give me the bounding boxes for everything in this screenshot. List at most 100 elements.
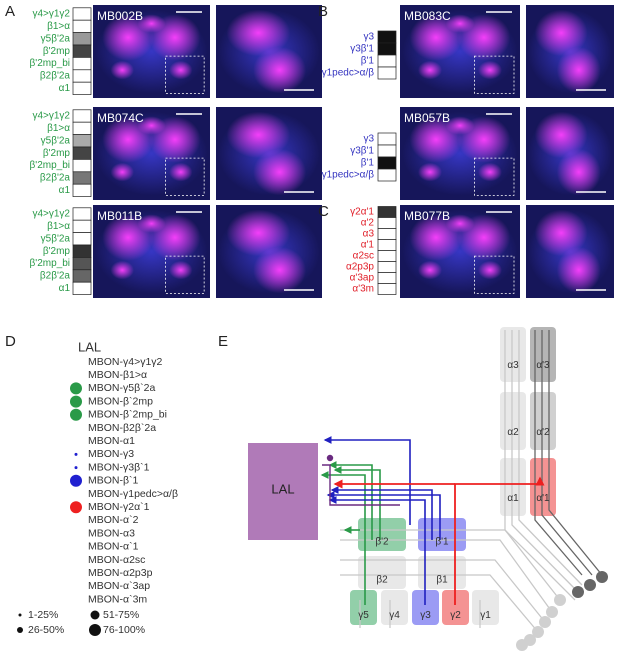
image-signal	[478, 260, 502, 280]
roi-box	[473, 255, 515, 294]
mbon-name: MBON-β2β`2a	[88, 422, 156, 434]
compartment-label: β2β'2a	[40, 271, 71, 282]
zoom-image	[216, 5, 322, 98]
image-signal	[556, 46, 601, 94]
mbon-name: MBON-α`3ap	[88, 580, 150, 592]
mbon-name: MBON-α1	[88, 435, 135, 447]
brain-image	[93, 205, 210, 298]
legend-dot	[18, 613, 22, 617]
image-signal	[534, 9, 588, 57]
image-signal	[534, 209, 588, 257]
expression-cell	[72, 244, 92, 258]
roi-box	[473, 55, 515, 94]
compartment	[350, 590, 377, 625]
expression-cell	[377, 168, 397, 182]
zoom-image	[216, 205, 322, 298]
compartment	[500, 458, 526, 516]
expression-cell	[377, 66, 397, 80]
compartment-name: α'3	[536, 360, 550, 371]
line-name: MB002B	[97, 9, 143, 23]
compartment-label: α1	[59, 283, 71, 294]
mbon-name: MBON-γ2α`1	[88, 501, 150, 513]
compartment	[472, 590, 499, 625]
expression-cell	[72, 171, 92, 185]
compartment	[418, 556, 466, 589]
output-node	[596, 571, 608, 583]
mbon-name: MBON-α`1	[88, 541, 139, 553]
mbon-name: MBON-γ4>γ1γ2	[88, 356, 163, 368]
compartment-label: β'2mp_bi	[30, 258, 70, 269]
compartment-label: γ3β'1	[350, 146, 374, 157]
compartment-name: γ5	[358, 610, 369, 621]
compartment-label: α'1	[361, 240, 375, 251]
compartment-label: γ5β'2a	[41, 135, 71, 146]
compartment-label: γ4>γ1γ2	[32, 111, 70, 122]
expression-cell	[72, 219, 92, 233]
compartment	[500, 327, 526, 382]
image-signal	[534, 111, 588, 159]
image-signal	[169, 162, 193, 182]
expression-cell	[72, 146, 92, 160]
brain-image	[400, 205, 520, 298]
output-node	[539, 616, 551, 628]
panel-label: C	[318, 203, 329, 220]
compartment-label: α1	[59, 83, 71, 94]
compartment-label: γ4>γ1γ2	[32, 209, 70, 220]
dot	[74, 466, 78, 470]
image-signal	[253, 246, 307, 294]
roi-box	[165, 157, 205, 196]
legend-dot	[89, 624, 101, 636]
compartment	[358, 556, 406, 589]
expression-cell	[72, 159, 92, 173]
compartment-label: β1>α	[47, 221, 70, 232]
image-signal	[445, 14, 475, 33]
expression-cell	[72, 44, 92, 58]
image-signal	[418, 162, 442, 182]
brain-image	[400, 5, 520, 98]
roi-box	[165, 55, 205, 94]
compartment-name: β1	[436, 574, 448, 585]
dot	[70, 395, 82, 408]
compartment	[530, 392, 556, 450]
expression-cell	[377, 250, 397, 262]
expression-cell	[72, 207, 92, 221]
legend-label: 26-50%	[28, 624, 64, 636]
lal-label: LAL	[271, 481, 294, 496]
compartment	[418, 518, 466, 551]
expression-cell	[377, 156, 397, 170]
compartment-label: α'2	[361, 218, 375, 229]
expression-cell	[377, 144, 397, 158]
compartment-name: β2	[376, 574, 388, 585]
line-name: MB057B	[404, 111, 450, 125]
expression-cell	[377, 132, 397, 146]
output-node	[554, 594, 566, 606]
dot	[70, 474, 82, 487]
compartment-label: γ3β'1	[350, 44, 374, 55]
compartment-name: α'2	[536, 427, 550, 438]
expression-cell	[377, 228, 397, 240]
compartment-name: α2	[507, 427, 519, 438]
image-signal	[226, 9, 291, 57]
dot	[74, 452, 78, 456]
mbon-name: MBON-α2p3p	[88, 567, 153, 579]
compartment-name: γ3	[420, 610, 431, 621]
compartment-label: α'3m	[352, 284, 374, 295]
output-node	[584, 579, 596, 591]
mbon-name: MBON-γ3	[88, 448, 134, 460]
image-signal	[226, 209, 291, 257]
compartment-name: γ2	[450, 610, 461, 621]
output-node	[532, 626, 544, 638]
zoom-image	[216, 107, 322, 200]
image-signal	[226, 111, 291, 159]
compartment-label: β'2mp	[43, 148, 71, 159]
image-signal	[418, 60, 442, 80]
compartment-label: γ5β'2a	[41, 233, 71, 244]
mbon-name: MBON-γ3β`1	[88, 461, 150, 473]
compartment-name: β'2	[375, 536, 389, 547]
image-signal	[137, 116, 166, 135]
compartment-name: β'1	[435, 536, 449, 547]
expression-cell	[72, 183, 92, 197]
compartment-label: β1>α	[47, 21, 70, 32]
compartment-label: β'2mp_bi	[30, 160, 70, 171]
compartment-label: α2p3p	[346, 262, 374, 273]
